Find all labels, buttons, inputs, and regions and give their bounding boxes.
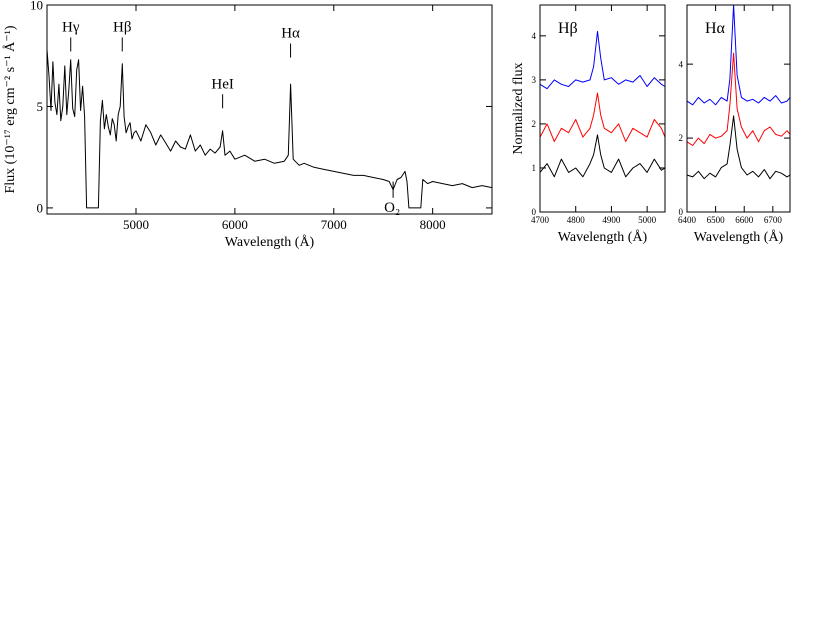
halpha-xtick-label: 6600 xyxy=(735,215,754,225)
halpha-ytick-label: 0 xyxy=(679,207,684,217)
hbeta-ytick-label: 3 xyxy=(532,75,537,85)
annotation-label: O₂ xyxy=(384,200,400,216)
annotation-label: Hβ xyxy=(113,19,131,35)
main-xtick-label: 5000 xyxy=(123,217,149,232)
halpha-panel: 6400 6500 6600 6700 0 2 4 Wavelength (Å) Hα xyxy=(678,4,791,245)
main-xtick-label: 8000 xyxy=(420,217,446,232)
halpha-series-2 xyxy=(686,115,791,180)
hbeta-xtick-label: 4700 xyxy=(531,215,550,225)
main-ytick-label: 0 xyxy=(37,200,44,215)
main-panel: 5000 6000 7000 8000 0 5 10 Wavelength (Å) Flux (… xyxy=(2,0,493,250)
main-xtick-label: 7000 xyxy=(321,217,347,232)
main-xtick-label: 6000 xyxy=(222,217,248,232)
halpha-series-1 xyxy=(686,52,791,146)
annotation-label: Hγ xyxy=(62,19,80,35)
hbeta-panel: 4700 4800 4900 5000 0 1 2 3 4 Wavelength (Å) Norma… xyxy=(511,4,666,245)
main-ytick-label: 5 xyxy=(37,99,44,114)
annotation-label: HeI xyxy=(211,76,234,92)
hbeta-xtick-label: 4800 xyxy=(567,215,586,225)
main-ytick-label: 10 xyxy=(30,0,43,13)
annotation-label: Hα xyxy=(281,26,300,42)
main-y-axis-label: Flux (10⁻¹⁷ erg cm⁻² s⁻¹ Å⁻¹) xyxy=(2,25,18,193)
main-series-0 xyxy=(46,49,493,209)
main-plot-frame xyxy=(46,4,493,215)
hbeta-ytick-label: 0 xyxy=(532,207,537,217)
halpha-x-axis-label: Wavelength (Å) xyxy=(694,229,784,245)
hbeta-ytick-label: 1 xyxy=(532,163,537,173)
hbeta-series-0 xyxy=(539,30,666,90)
hbeta-ytick-label: 4 xyxy=(532,31,537,41)
hbeta-y-axis-label: Normalized flux xyxy=(511,62,526,154)
hbeta-plot-frame xyxy=(539,4,666,213)
hbeta-title: Hβ xyxy=(558,20,578,37)
halpha-ytick-label: 4 xyxy=(679,59,684,69)
halpha-series-0 xyxy=(686,4,791,106)
hbeta-xtick-label: 5000 xyxy=(638,215,657,225)
hbeta-x-axis-label: Wavelength (Å) xyxy=(558,229,648,245)
halpha-xtick-label: 6500 xyxy=(707,215,726,225)
halpha-xtick-label: 6400 xyxy=(678,215,697,225)
hbeta-series-2 xyxy=(539,134,666,178)
hbeta-series-1 xyxy=(539,92,666,142)
halpha-title: Hα xyxy=(705,20,726,37)
hbeta-ytick-label: 2 xyxy=(532,119,537,129)
main-x-axis-label: Wavelength (Å) xyxy=(225,234,315,250)
halpha-plot-frame xyxy=(686,4,791,213)
hbeta-xtick-label: 4900 xyxy=(602,215,621,225)
halpha-xtick-label: 6700 xyxy=(764,215,783,225)
halpha-ytick-label: 2 xyxy=(679,133,684,143)
